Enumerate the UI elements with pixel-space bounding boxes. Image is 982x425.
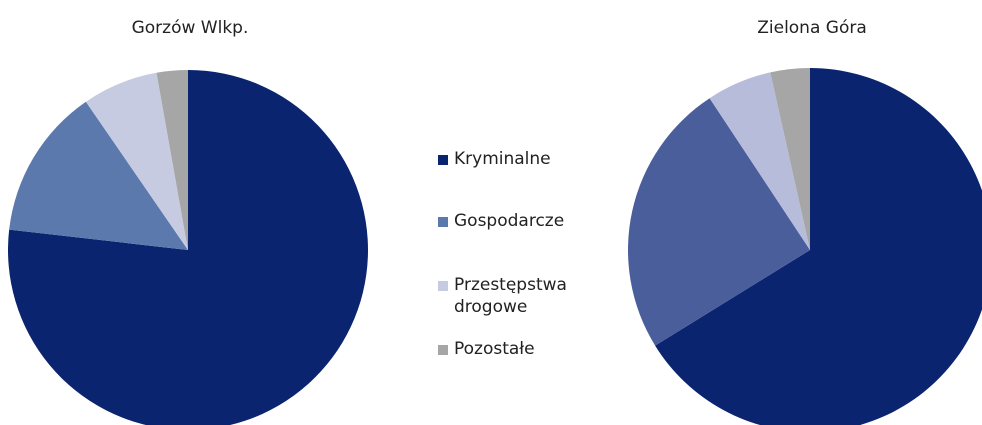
pie-slice <box>156 70 188 250</box>
chart-title: Zielona Góra <box>757 18 867 38</box>
legend-label: Pozostałe <box>454 339 535 359</box>
legend-swatch <box>438 281 448 291</box>
legend-swatch <box>438 155 448 165</box>
pie-slice <box>85 72 188 251</box>
pie-slice <box>709 72 810 250</box>
legend-swatch <box>438 345 448 355</box>
pie-slice <box>770 68 810 250</box>
pie-slice <box>8 70 368 425</box>
pie-slice <box>628 98 810 346</box>
legend-label: Kryminalne <box>454 149 551 169</box>
pie-slice <box>9 101 189 250</box>
chart-title: Gorzów Wlkp. <box>132 18 249 38</box>
pie-slice <box>655 68 982 425</box>
legend-swatch <box>438 217 448 227</box>
legend-label: Gospodarcze <box>454 211 565 231</box>
legend-label: Przestępstwa drogowe <box>454 275 567 317</box>
